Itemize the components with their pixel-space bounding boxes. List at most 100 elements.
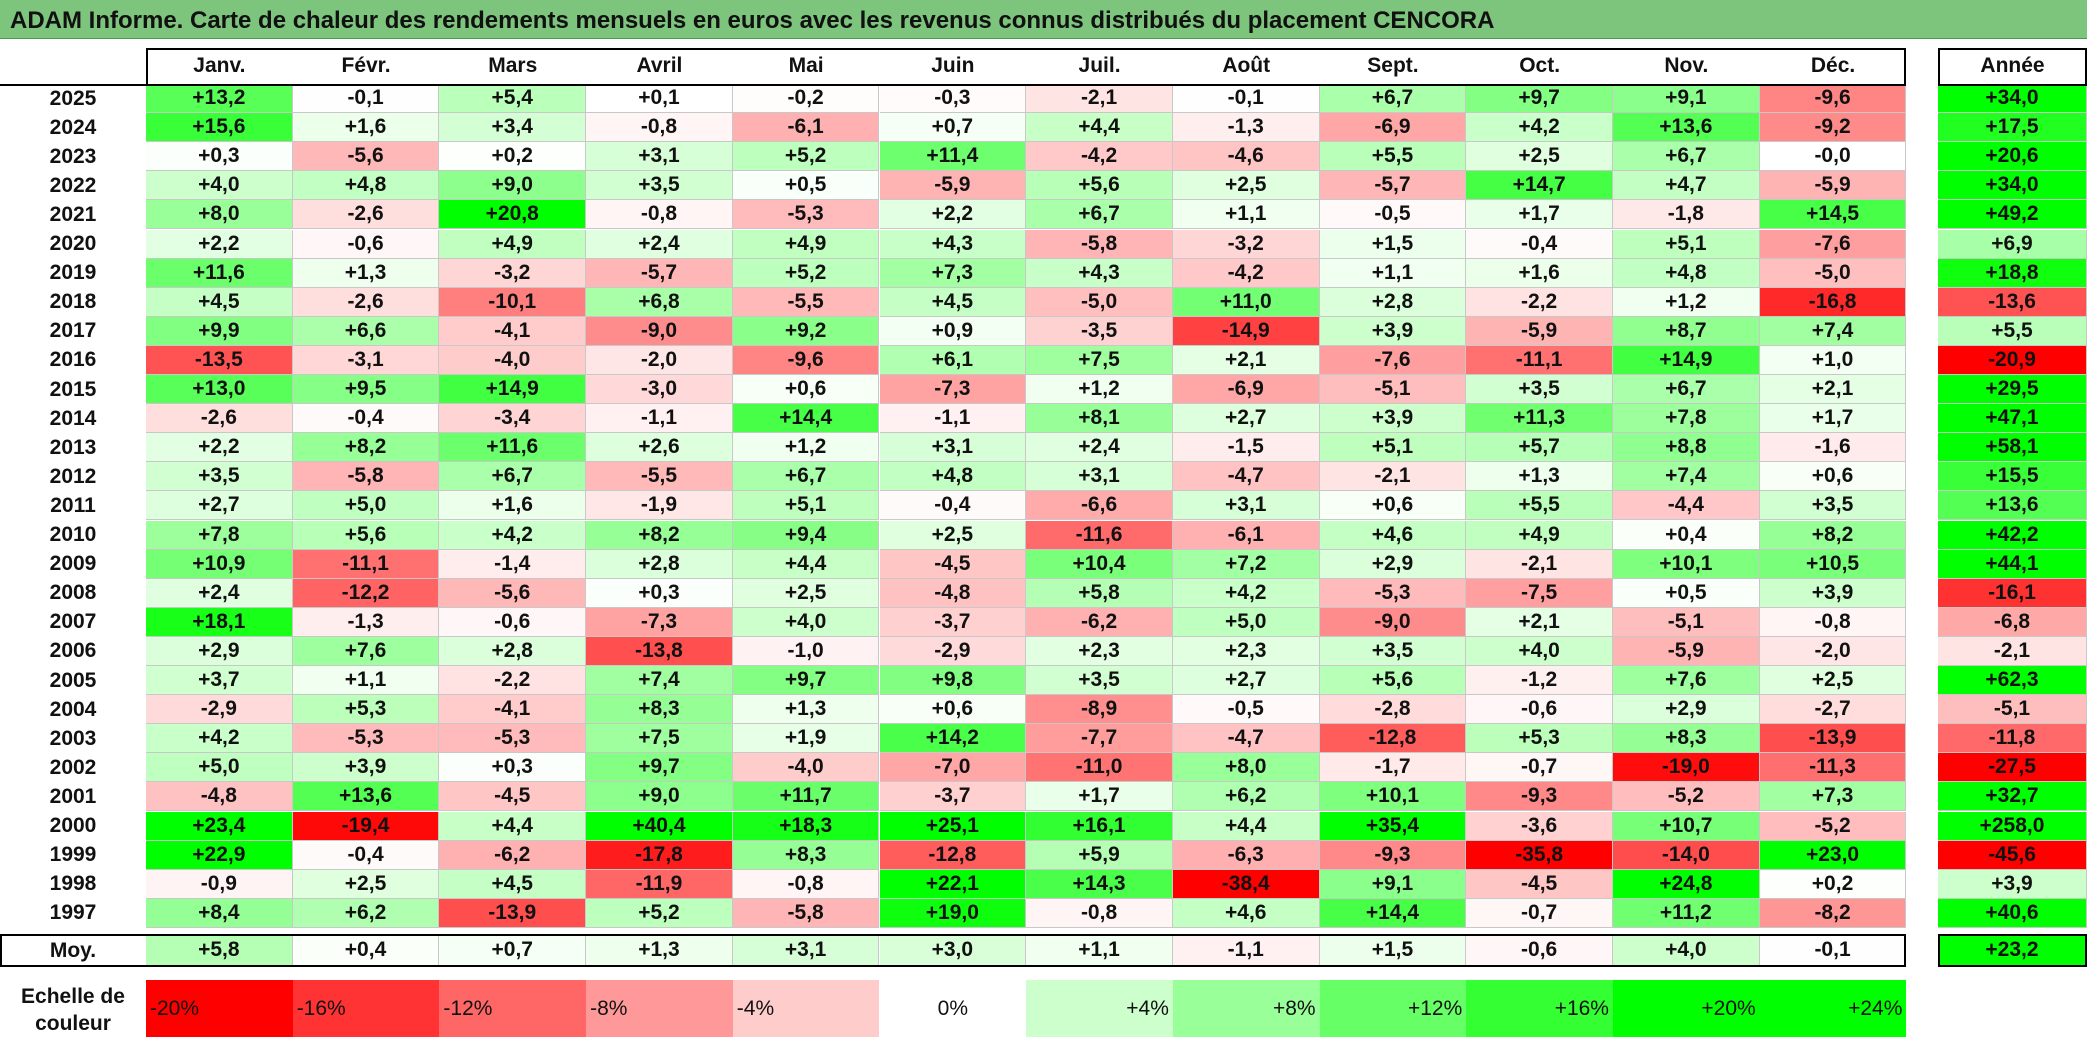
heatmap-cell: +1,3 bbox=[732, 695, 880, 725]
year-label: 2011 bbox=[50, 493, 96, 517]
heatmap-cell: +1,2 bbox=[1026, 375, 1173, 405]
heatmap-cell: +4,6 bbox=[1172, 898, 1320, 928]
heatmap-cell: -5,5 bbox=[586, 462, 733, 492]
heatmap-cell: +0,6 bbox=[1319, 491, 1467, 521]
heatmap-cell: -12,8 bbox=[1319, 724, 1467, 754]
heatmap-cell: -2,1 bbox=[1466, 549, 1613, 579]
heatmap-cell: +4,4 bbox=[439, 811, 587, 841]
color-scale-swatch: +24% bbox=[1759, 980, 1907, 1037]
year-label: 2002 bbox=[49, 755, 97, 779]
heatmap-cell: +3,5 bbox=[146, 462, 293, 492]
heatmap-cell: +3,5 bbox=[586, 171, 733, 201]
heatmap-cell: +3,1 bbox=[586, 142, 733, 172]
heatmap-cell: -0,4 bbox=[879, 491, 1027, 521]
heatmap-cell: +4,4 bbox=[1026, 113, 1173, 143]
heatmap-cell: -11,1 bbox=[1466, 345, 1613, 375]
heatmap-cell: +0,3 bbox=[586, 578, 733, 608]
heatmap-cell: +2,4 bbox=[146, 578, 293, 608]
heatmap-cell: -16,8 bbox=[1759, 287, 1907, 317]
heatmap-cell: +8,1 bbox=[1026, 404, 1173, 434]
year-label: 1998 bbox=[49, 872, 97, 896]
heatmap-cell: +8,0 bbox=[1172, 753, 1320, 783]
heatmap-cell: +7,3 bbox=[879, 258, 1027, 288]
heatmap-cell: -13,8 bbox=[586, 636, 733, 666]
heatmap-cell: +4,5 bbox=[146, 287, 293, 317]
annual-total-cell: +34,0 bbox=[1938, 171, 2087, 201]
annual-total-cell: +20,6 bbox=[1938, 142, 2087, 172]
heatmap-cell: +4,2 bbox=[1172, 578, 1320, 608]
heatmap-cell: -0,8 bbox=[1759, 607, 1907, 637]
heatmap-cell: -4,8 bbox=[146, 782, 293, 812]
heatmap-cell: +2,9 bbox=[1613, 695, 1760, 725]
heatmap-cell: +0,5 bbox=[1613, 578, 1760, 608]
heatmap-cell: +6,1 bbox=[879, 345, 1027, 375]
heatmap-cell: -0,8 bbox=[586, 113, 733, 143]
heatmap-cell: +9,8 bbox=[879, 666, 1027, 696]
heatmap-cell: +6,7 bbox=[1319, 84, 1467, 114]
heatmap-cell: -5,9 bbox=[879, 171, 1027, 201]
heatmap-cell: -5,9 bbox=[1759, 171, 1907, 201]
month-header: Févr. bbox=[341, 54, 391, 77]
heatmap-cell: -9,2 bbox=[1759, 113, 1907, 143]
heatmap-cell: -0,5 bbox=[1319, 200, 1467, 230]
heatmap-cell: +3,7 bbox=[146, 666, 293, 696]
heatmap-cell: +8,8 bbox=[1613, 433, 1760, 463]
heatmap-cell: +22,1 bbox=[879, 869, 1027, 899]
heatmap-cell: -19,4 bbox=[292, 811, 440, 841]
month-header: Août bbox=[1222, 54, 1271, 77]
heatmap-cell: -4,6 bbox=[1172, 142, 1320, 172]
heatmap-cell: -3,2 bbox=[1172, 229, 1320, 259]
month-header: Sept. bbox=[1367, 54, 1419, 77]
heatmap-cell: -8,2 bbox=[1759, 898, 1907, 928]
heatmap-cell: +2,4 bbox=[586, 229, 733, 259]
heatmap-cell: +14,9 bbox=[1613, 345, 1760, 375]
heatmap-cell: -5,3 bbox=[1319, 578, 1467, 608]
color-scale-swatch: -20% bbox=[146, 980, 293, 1037]
heatmap-cell: +1,3 bbox=[1466, 462, 1613, 492]
month-header: Janv. bbox=[193, 54, 246, 77]
heatmap-cell: +5,3 bbox=[1466, 724, 1613, 754]
heatmap-cell: -9,6 bbox=[732, 345, 880, 375]
heatmap-cell: +0,2 bbox=[439, 142, 587, 172]
annual-total-cell: +32,7 bbox=[1938, 782, 2087, 812]
heatmap-cell: +10,7 bbox=[1613, 811, 1760, 841]
heatmap-cell: +5,2 bbox=[586, 898, 733, 928]
heatmap-cell: +0,1 bbox=[586, 84, 733, 114]
heatmap-cell: +2,5 bbox=[732, 578, 880, 608]
annual-total-cell: +29,5 bbox=[1938, 375, 2087, 405]
heatmap-cell: +0,9 bbox=[879, 316, 1027, 346]
heatmap-cell: +2,6 bbox=[586, 433, 733, 463]
heatmap-cell: +0,6 bbox=[879, 695, 1027, 725]
heatmap-cell: +4,6 bbox=[1319, 520, 1467, 550]
heatmap-cell: -1,1 bbox=[879, 404, 1027, 434]
annual-total-cell: +62,3 bbox=[1938, 666, 2087, 696]
average-cell: +0,7 bbox=[439, 934, 587, 967]
heatmap-cell: -4,1 bbox=[439, 316, 587, 346]
heatmap-cell: +11,0 bbox=[1172, 287, 1320, 317]
year-label: 1997 bbox=[49, 901, 97, 925]
heatmap-cell: +7,5 bbox=[1026, 345, 1173, 375]
heatmap-cell: +5,0 bbox=[1172, 607, 1320, 637]
heatmap-cell: -13,5 bbox=[146, 345, 293, 375]
heatmap-cell: +4,0 bbox=[732, 607, 880, 637]
heatmap-cell: -6,6 bbox=[1026, 491, 1173, 521]
heatmap-cell: -4,4 bbox=[1613, 491, 1760, 521]
heatmap-cell: +2,2 bbox=[146, 433, 293, 463]
color-scale-swatch: 0% bbox=[879, 980, 1027, 1037]
heatmap-cell: -2,9 bbox=[879, 636, 1027, 666]
heatmap-cell: -4,7 bbox=[1172, 462, 1320, 492]
heatmap-cell: -14,0 bbox=[1613, 840, 1760, 870]
heatmap-cell: +11,7 bbox=[732, 782, 880, 812]
month-header: Nov. bbox=[1664, 54, 1709, 77]
heatmap-cell: -5,6 bbox=[439, 578, 587, 608]
heatmap-cell: -3,5 bbox=[1026, 316, 1173, 346]
year-label: 2008 bbox=[49, 581, 97, 605]
heatmap-cell: +1,7 bbox=[1466, 200, 1613, 230]
heatmap-cell: -7,7 bbox=[1026, 724, 1173, 754]
heatmap-cell: +0,6 bbox=[1759, 462, 1907, 492]
average-label: Moy. bbox=[49, 938, 97, 962]
heatmap-cell: -9,6 bbox=[1759, 84, 1907, 114]
average-cell: -0,6 bbox=[1466, 934, 1613, 967]
heatmap-cell: +1,6 bbox=[1466, 258, 1613, 288]
annual-total-cell: +58,1 bbox=[1938, 433, 2087, 463]
